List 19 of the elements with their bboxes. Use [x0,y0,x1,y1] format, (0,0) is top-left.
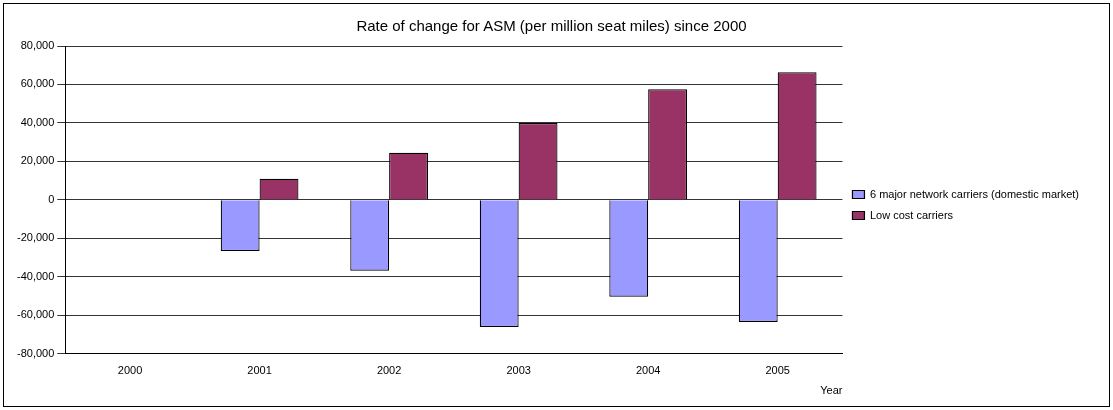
y-tick-label: 40,000 [20,115,55,128]
x-tick-label: 2004 [635,364,661,377]
y-tick-label: 60,000 [20,77,55,90]
y-tick-label: 0 [48,192,55,205]
y-tick-label: -80,000 [17,346,55,359]
y-tick-label: -60,000 [17,308,55,321]
legend-label: 6 major network carriers (domestic market) [869,187,1080,200]
x-tick-label: 2000 [117,364,143,377]
x-tick-label: 2005 [765,364,790,377]
x-tick-label: 2002 [376,364,402,377]
x-tick-label: 2003 [506,364,531,377]
legend-label: Low cost carriers [869,208,954,221]
x-tick-label: 2001 [247,364,272,377]
chart-title: Rate of change for ASM (per million seat miles) since 2000 [356,17,747,35]
y-tick-label: -20,000 [17,231,55,244]
y-tick-label: 20,000 [20,154,55,167]
y-tick-label: 80,000 [20,39,55,52]
x-axis-title: Year [820,384,843,397]
y-tick-label: -40,000 [17,269,55,282]
